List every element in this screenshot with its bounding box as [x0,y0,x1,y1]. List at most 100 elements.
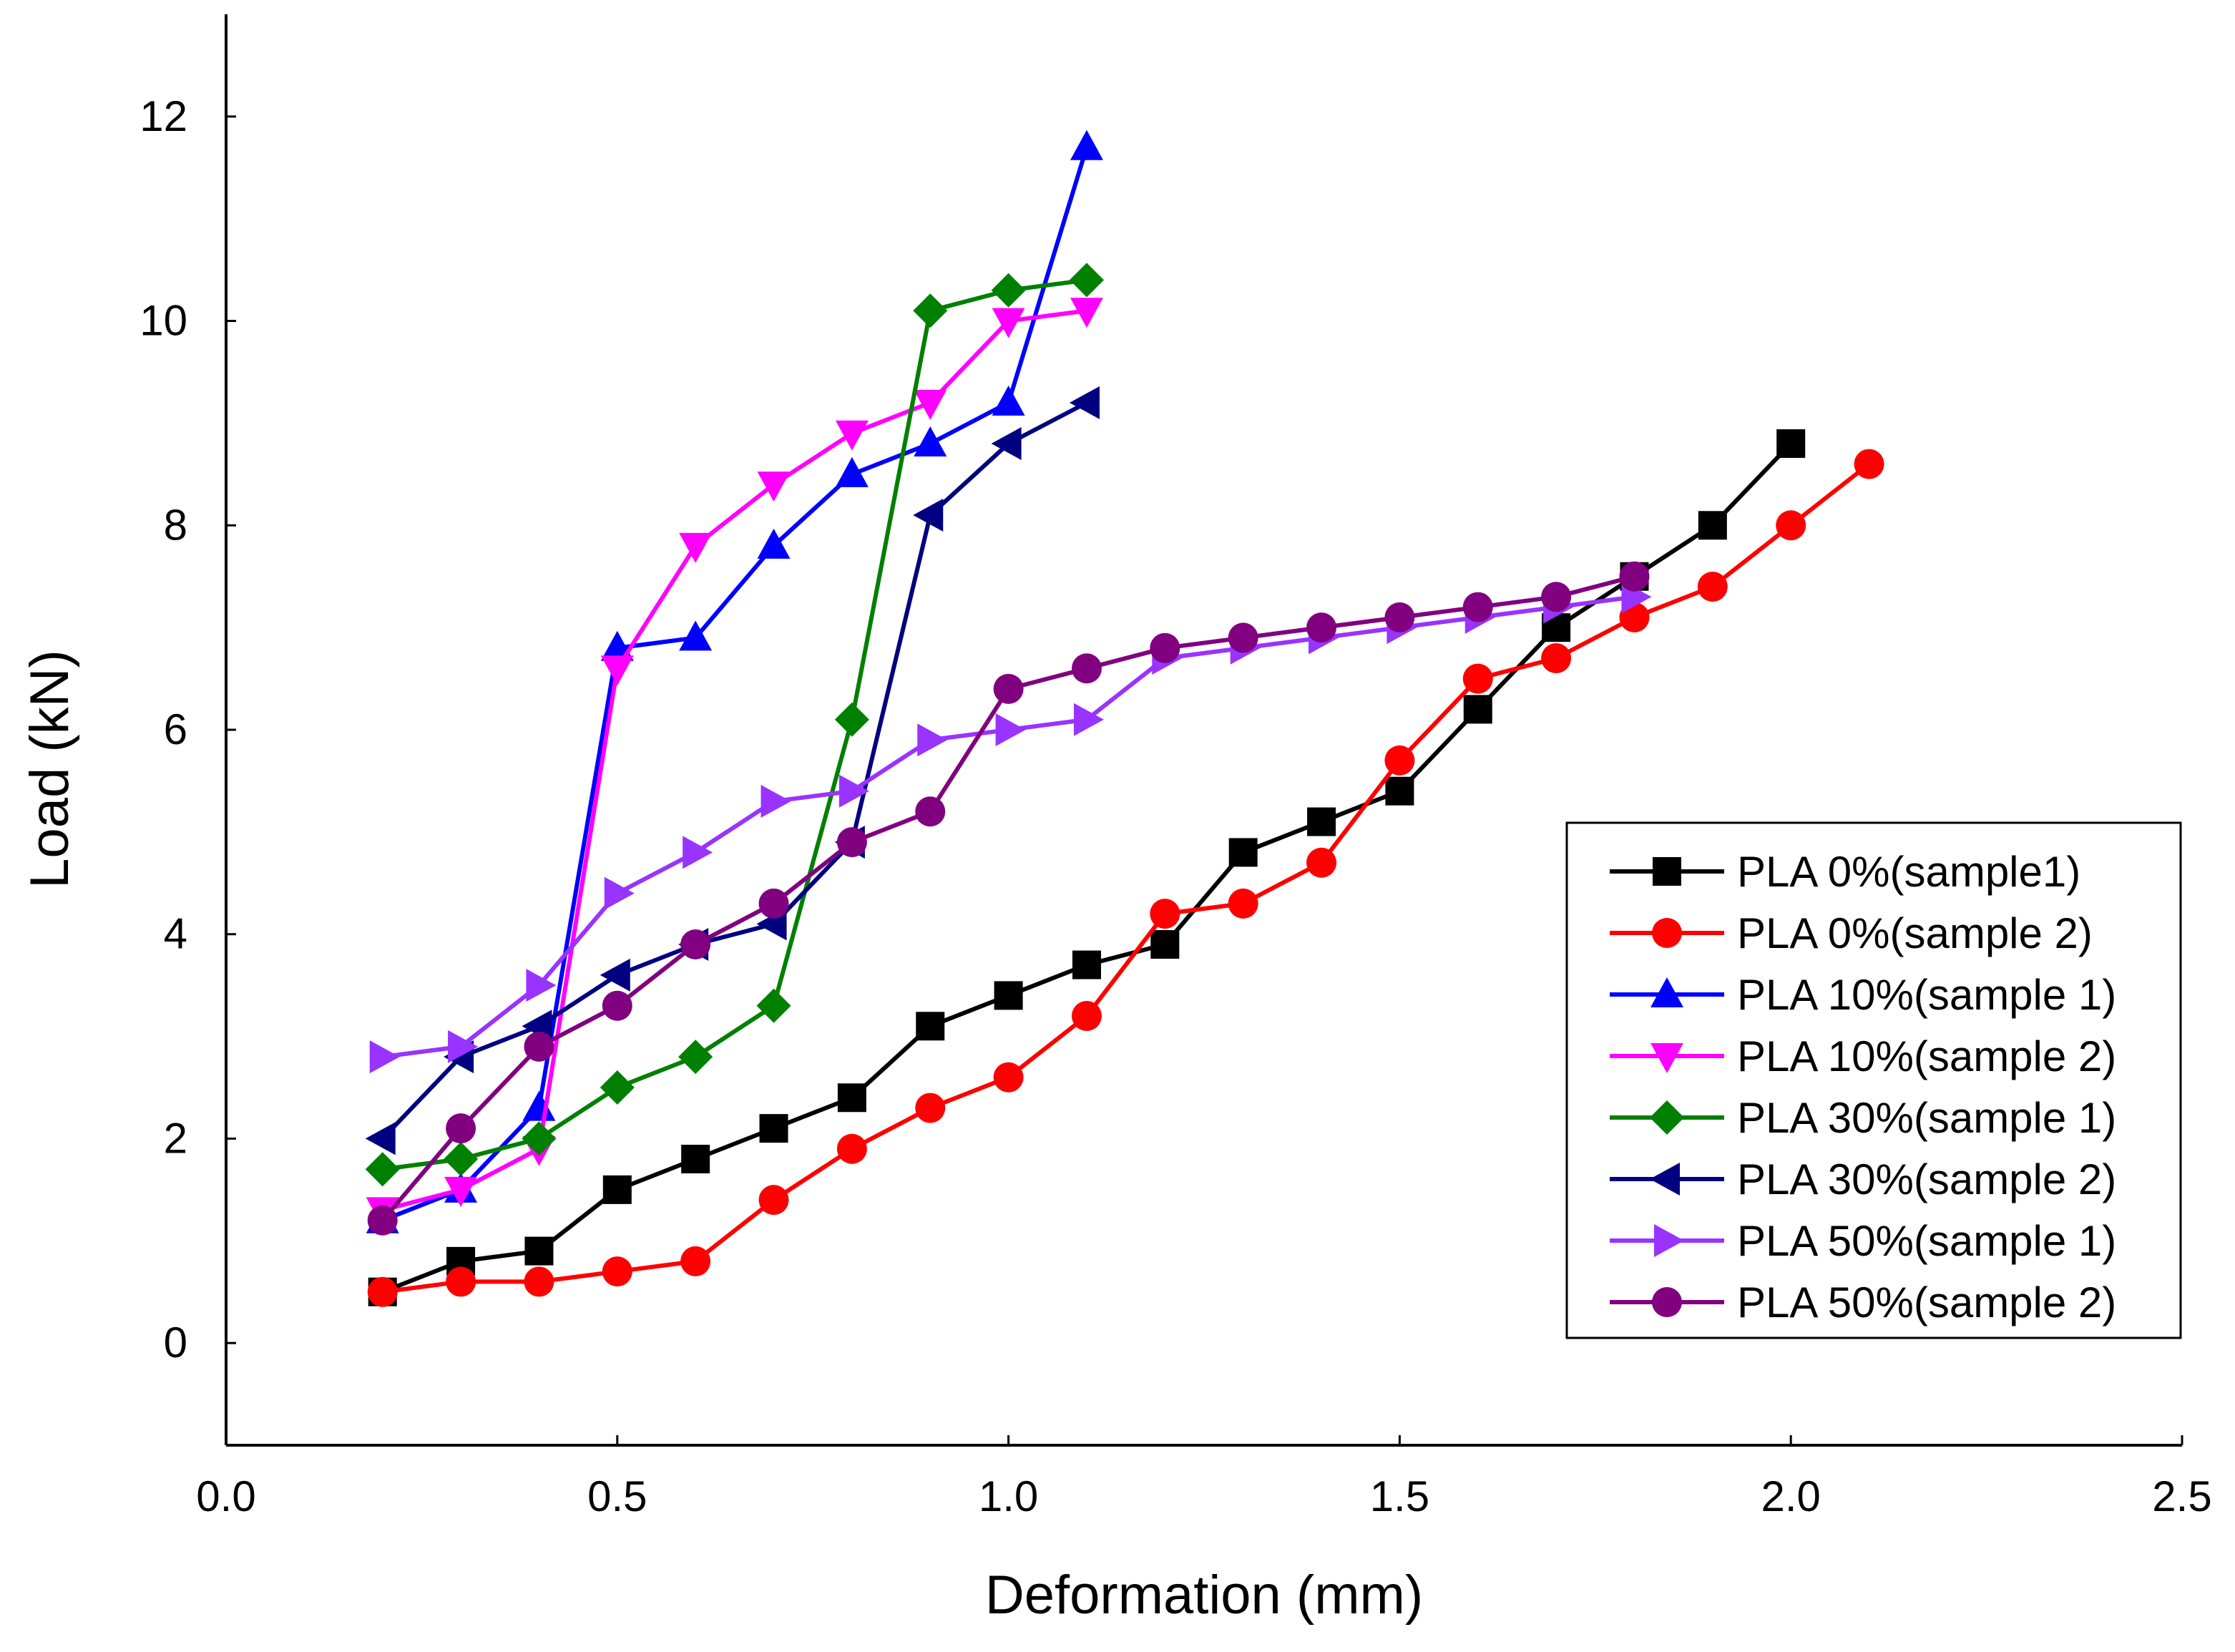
data-point [1385,776,1414,806]
x-tick-label: 0.0 [196,1472,255,1520]
legend-item: PLA 0%(sample1) [1610,848,2080,896]
y-tick-label: 4 [164,910,187,958]
data-point [913,499,944,532]
data-point [756,988,791,1023]
legend-marker [1652,1287,1682,1317]
data-point [1776,510,1806,541]
x-tick-label: 2.0 [1761,1472,1820,1520]
data-point [916,1012,945,1041]
data-point [1307,807,1336,836]
legend-marker [1650,977,1683,1007]
x-tick-label: 1.5 [1370,1472,1429,1520]
data-point [524,1236,554,1266]
legend-marker [1652,918,1682,948]
legend-box [1565,821,2182,1339]
series-layer [365,129,1884,1307]
data-point [1619,561,1650,592]
data-point [522,1121,557,1156]
data-point [1462,592,1493,622]
legend-marker [1654,1224,1684,1257]
data-point [369,1040,400,1074]
data-point [834,702,869,737]
data-point [680,929,711,959]
data-point [917,723,948,757]
data-point [1069,386,1100,419]
data-point [991,427,1022,460]
series-2 [367,449,1884,1307]
x-axis-title: Deformation (mm) [985,1565,1423,1626]
data-point [761,785,791,818]
legend-label: PLA 30%(sample 1) [1737,1094,2116,1142]
data-point [1541,582,1572,612]
data-point [679,532,713,563]
data-point [915,1093,946,1123]
data-point [759,1114,788,1143]
y-axis-title: Load (kN) [19,650,80,889]
data-point [526,969,557,1002]
data-point [914,426,947,456]
data-point [1384,745,1415,776]
x-tick-label: 0.5 [587,1472,647,1520]
x-tick-label: 1.0 [979,1472,1038,1520]
y-axis-ticks: 0 2 4 6 8 10 12 [140,92,236,1367]
data-point [1071,653,1102,684]
data-point [993,1062,1024,1093]
data-point [367,1205,398,1236]
legend-marker [1653,857,1681,886]
data-point [1463,695,1492,724]
data-point [602,990,632,1021]
data-point [993,673,1024,704]
legend-marker [1650,1043,1683,1073]
data-point [600,958,630,992]
legend-item: PLA 10%(sample 1) [1610,971,2116,1019]
legend-label: PLA 50%(sample 2) [1737,1279,2116,1326]
legend-label: PLA 30%(sample 2) [1737,1155,2116,1203]
data-point [1073,703,1104,736]
data-point [679,620,713,651]
data-point [604,876,635,910]
data-point [758,888,789,919]
data-point [1069,263,1104,298]
data-point [367,1276,398,1307]
legend-item: PLA 30%(sample 1) [1610,1094,2116,1142]
data-point [1228,888,1258,919]
legend-item: PLA 0%(sample 2) [1610,909,2093,957]
y-tick-label: 12 [140,92,187,140]
data-point [1072,950,1101,979]
data-point [1150,632,1180,663]
legend-label: PLA 50%(sample 1) [1737,1217,2116,1265]
data-point [1306,612,1337,643]
data-point [836,1133,867,1164]
data-point [602,1175,632,1204]
legend-item: PLA 50%(sample 2) [1610,1279,2116,1326]
data-point [681,1145,710,1173]
data-point [1306,847,1337,878]
data-point [995,713,1026,746]
legend-label: PLA 10%(sample 2) [1737,1032,2116,1080]
series-line [381,308,1087,1213]
data-point [600,1070,635,1105]
data-point [1541,643,1572,673]
data-point [1776,429,1806,458]
data-point [365,1122,396,1155]
data-point [757,528,791,559]
data-point [1070,298,1103,328]
data-point [522,1090,556,1121]
data-point [524,1266,554,1297]
x-tick-label: 2.5 [2152,1472,2211,1520]
data-point [1384,602,1415,632]
data-point [524,1031,554,1062]
legend-label: PLA 0%(sample1) [1737,848,2080,896]
data-point [992,308,1025,338]
data-point [1462,663,1493,694]
data-point [915,796,946,827]
legend-marker [1650,1163,1680,1196]
data-point [837,1083,866,1113]
data-point [758,1185,789,1216]
data-point [992,385,1025,416]
data-point [991,273,1026,308]
data-point [448,1030,479,1063]
legend-item: PLA 30%(sample 2) [1610,1155,2116,1203]
data-point [446,1113,476,1144]
